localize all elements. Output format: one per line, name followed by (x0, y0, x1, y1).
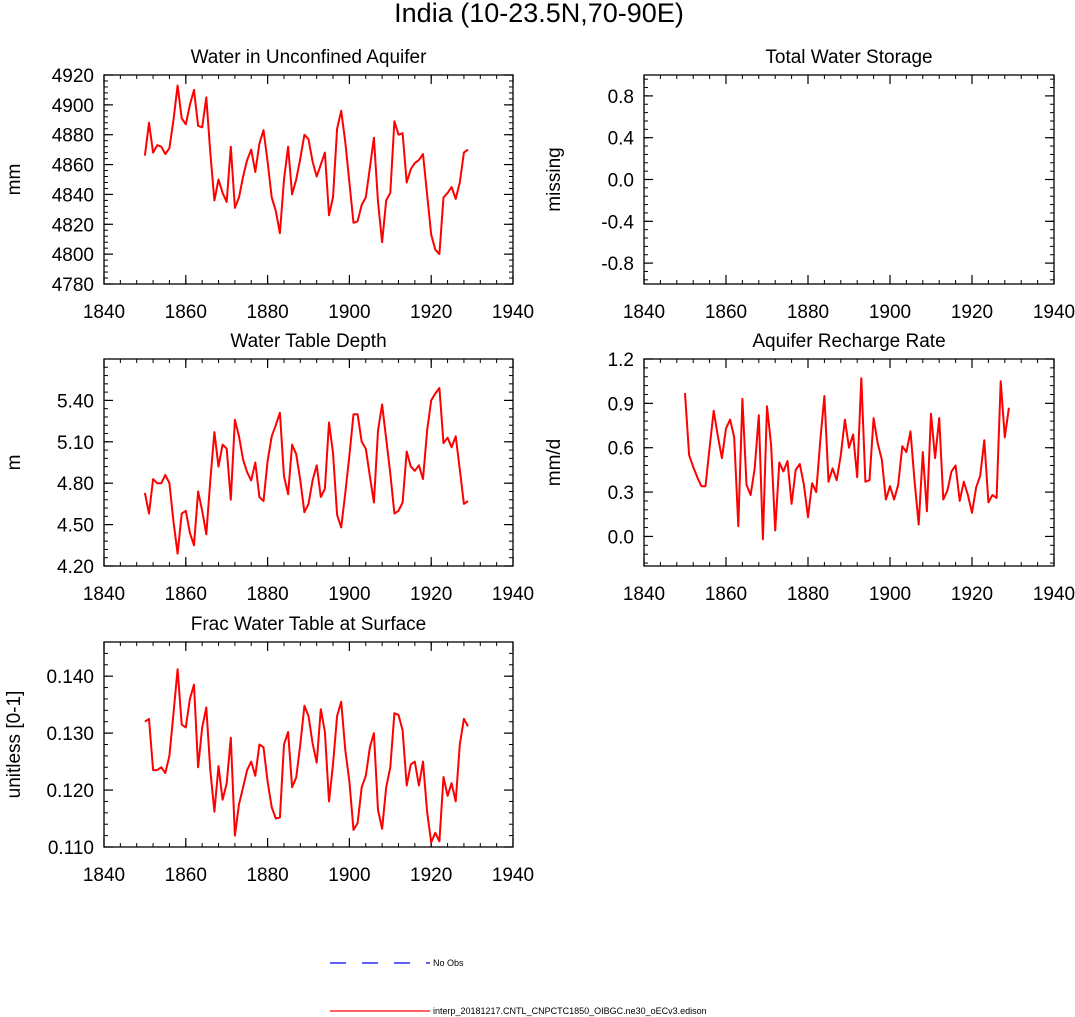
series-line (143, 84, 469, 256)
x-tick-label: 1920 (410, 302, 452, 323)
panel-water-table-depth: Water Table Depth m 1840 1860 1880 1900 1920 19… (4, 331, 534, 605)
y-tick-label: 0.110 (48, 838, 94, 859)
y-tick-label: 4860 (52, 156, 94, 177)
legend: No Obs interp_20181217.CNTL_CNPCTC1850_O… (330, 958, 707, 1016)
y-axis-label: mm/d (544, 439, 565, 487)
y-tick-label: 0.0 (608, 171, 634, 192)
y-axis-label: m (4, 455, 25, 471)
plot-frame (103, 74, 514, 285)
x-tick-label: 1900 (869, 584, 911, 605)
x-tick-label: 1840 (623, 584, 665, 605)
plot-frame (643, 74, 1055, 285)
legend-obs-label: No Obs (433, 958, 464, 968)
panel-title: Frac Water Table at Surface (191, 614, 427, 635)
figure-title: India (10-23.5N,70-90E) (394, 0, 684, 28)
y-tick-label: 1.2 (608, 350, 634, 371)
y-tick-label: 4.50 (57, 516, 94, 537)
x-tick-label: 1880 (246, 865, 288, 886)
x-tick-label: 1900 (328, 302, 370, 323)
x-tick-label: 1900 (328, 584, 370, 605)
y-tick-label: 4.80 (57, 474, 94, 495)
y-tick-label: 0.0 (608, 527, 634, 548)
y-tick-label: -0.4 (601, 212, 634, 233)
y-tick-label: 5.40 (57, 391, 94, 412)
x-tick-label: 1940 (492, 302, 534, 323)
series-line (684, 377, 1010, 541)
x-tick-label: 1920 (410, 865, 452, 886)
x-tick-label: 1840 (83, 302, 125, 323)
y-tick-label: 4780 (52, 275, 94, 296)
x-tick-label: 1880 (787, 584, 829, 605)
panel-title: Water in Unconfined Aquifer (191, 47, 428, 68)
panel-aquifer-recharge-rate: Aquifer Recharge Rate mm/d 1840 1860 1880 190… (544, 331, 1075, 605)
x-tick-label: 1920 (951, 584, 993, 605)
x-tick-label: 1920 (951, 302, 993, 323)
legend-model-label: interp_20181217.CNTL_CNPCTC1850_OIBGC.ne… (433, 1006, 707, 1016)
series-line (144, 668, 469, 844)
x-tick-label: 1840 (83, 584, 125, 605)
x-tick-label: 1840 (623, 302, 665, 323)
x-tick-label: 1880 (246, 584, 288, 605)
x-tick-label: 1860 (165, 302, 207, 323)
panel-water-in-unconfined-aquifer: Water in Unconfined Aquifer mm 1840 1860 188… (4, 47, 534, 323)
y-tick-label: 4820 (52, 215, 94, 236)
x-tick-label: 1940 (492, 865, 534, 886)
panel-frac-water-table-at-surface: Frac Water Table at Surface unitless [0-1… (4, 614, 534, 886)
y-tick-label: 0.8 (608, 87, 634, 108)
panel-title: Water Table Depth (230, 331, 386, 352)
x-tick-label: 1860 (165, 584, 207, 605)
y-tick-label: 4800 (52, 245, 94, 266)
x-tick-label: 1900 (869, 302, 911, 323)
y-tick-label: 4840 (52, 185, 94, 206)
y-axis-label: mm (4, 164, 25, 196)
x-tick-label: 1940 (1033, 584, 1075, 605)
y-axis-label: unitless [0-1] (4, 691, 25, 799)
plot-frame (103, 358, 514, 567)
panel-title: Aquifer Recharge Rate (752, 331, 945, 352)
x-tick-label: 1940 (1033, 302, 1075, 323)
x-tick-label: 1880 (246, 302, 288, 323)
y-tick-label: 0.4 (608, 129, 635, 150)
y-tick-label: 0.9 (608, 394, 634, 415)
x-tick-label: 1940 (492, 584, 534, 605)
y-axis-label: missing (544, 147, 565, 211)
x-tick-label: 1840 (83, 865, 125, 886)
x-tick-label: 1920 (410, 584, 452, 605)
y-tick-label: -0.8 (601, 254, 634, 275)
y-tick-label: 0.6 (608, 439, 634, 460)
y-tick-label: 0.3 (608, 483, 634, 504)
series-line (143, 387, 469, 555)
plot-frame (643, 358, 1055, 567)
x-tick-label: 1880 (787, 302, 829, 323)
y-tick-label: 4880 (52, 126, 94, 147)
plot-frame (103, 641, 514, 848)
y-tick-label: 5.10 (57, 433, 94, 454)
y-tick-label: 4920 (52, 66, 94, 87)
x-tick-label: 1860 (705, 584, 747, 605)
y-tick-label: 0.120 (46, 781, 94, 802)
panel-title: Total Water Storage (765, 47, 932, 68)
y-tick-label: 4.20 (57, 557, 94, 578)
x-tick-label: 1860 (165, 865, 207, 886)
x-tick-label: 1900 (328, 865, 370, 886)
y-tick-label: 0.140 (46, 667, 94, 688)
x-tick-label: 1860 (705, 302, 747, 323)
panel-total-water-storage: Total Water Storage missing 1840 1860 1880 19… (544, 47, 1075, 323)
y-tick-label: 4900 (52, 96, 94, 117)
y-tick-label: 0.130 (46, 724, 94, 745)
